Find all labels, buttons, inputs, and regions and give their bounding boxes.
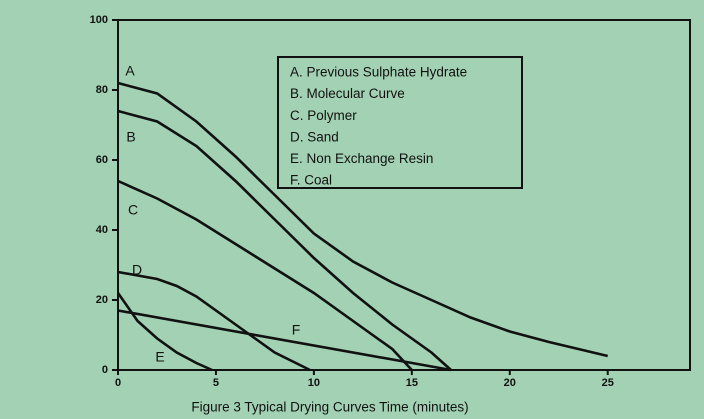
plot-frame bbox=[117, 19, 691, 371]
curve bbox=[117, 179, 413, 371]
x-tick-label: 5 bbox=[213, 377, 219, 389]
curve bbox=[117, 270, 311, 372]
curve bbox=[116, 292, 213, 372]
legend-entry: B. Molecular Curve bbox=[290, 86, 405, 101]
legend-entry: C. Polymer bbox=[290, 108, 357, 123]
x-tick-label: 15 bbox=[406, 377, 418, 389]
curve bbox=[117, 109, 452, 371]
legend-entry: D. Sand bbox=[290, 129, 339, 144]
legend-entry: A. Previous Sulphate Hydrate bbox=[290, 65, 467, 80]
x-axis-title: Figure 3 Typical Drying Curves Time (min… bbox=[191, 400, 468, 415]
curve-label: D bbox=[132, 262, 142, 278]
curve-label: F bbox=[292, 322, 301, 338]
y-tick-label: 100 bbox=[90, 14, 108, 26]
x-tick-label: 10 bbox=[308, 377, 320, 389]
curve-label: E bbox=[155, 349, 164, 365]
curve bbox=[117, 81, 609, 358]
x-tick-label: 25 bbox=[602, 377, 614, 389]
legend-entry: E. Non Exchange Resin bbox=[290, 151, 433, 166]
curve-label: C bbox=[128, 202, 138, 218]
y-tick-label: 20 bbox=[96, 294, 108, 306]
y-tick-label: 40 bbox=[96, 224, 108, 236]
y-tick-label: 60 bbox=[96, 154, 108, 166]
x-tick-label: 20 bbox=[504, 377, 516, 389]
curve-label: A bbox=[125, 63, 135, 79]
curve-label: B bbox=[126, 129, 135, 145]
x-tick-label: 0 bbox=[115, 377, 121, 389]
y-tick-label: 0 bbox=[102, 364, 108, 376]
legend-entry: F. Coal bbox=[290, 173, 332, 188]
legend-box bbox=[277, 56, 523, 189]
curve bbox=[117, 309, 452, 372]
y-tick-label: 80 bbox=[96, 84, 108, 96]
